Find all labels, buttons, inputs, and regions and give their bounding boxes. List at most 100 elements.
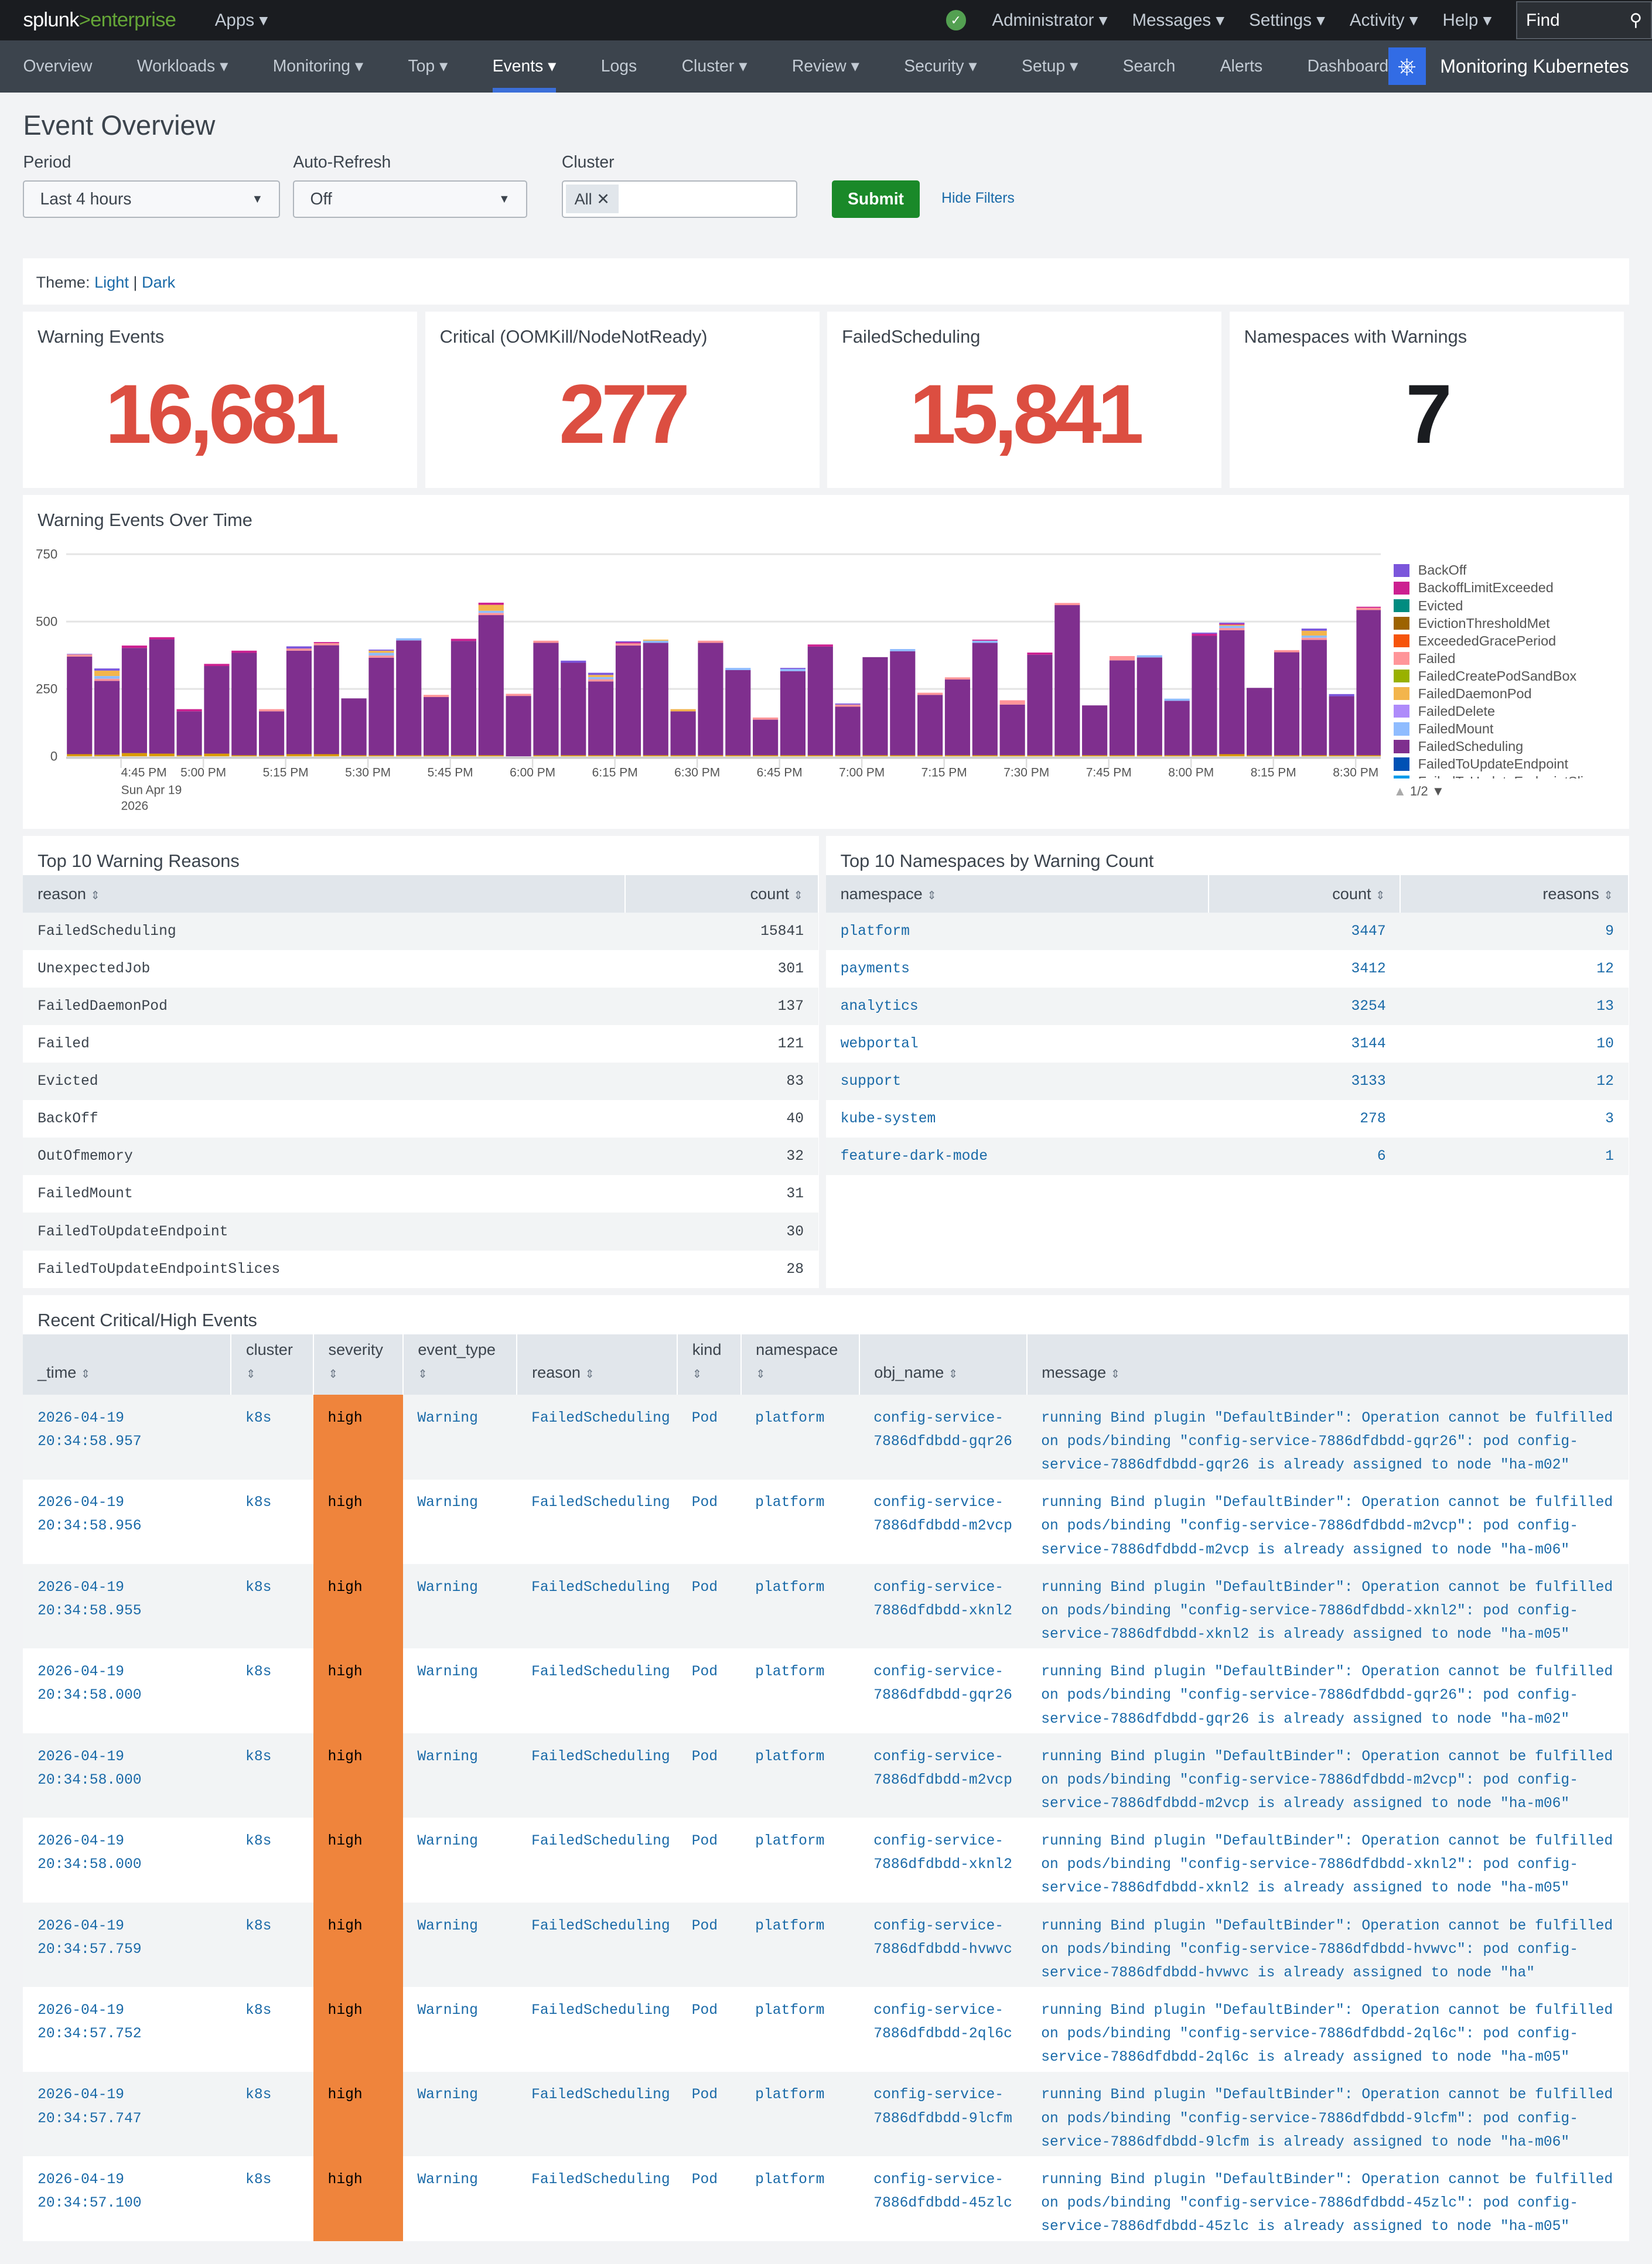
nav-item-review[interactable]: Review ▾ <box>791 57 859 76</box>
sort-icon[interactable]: ⇕ <box>1375 889 1385 902</box>
nav-item-overview[interactable]: Overview <box>23 57 93 76</box>
sort-icon[interactable]: ⇕ <box>692 1367 702 1381</box>
sort-icon[interactable]: ⇕ <box>1603 889 1613 902</box>
cell-reasons[interactable]: 13 <box>1400 988 1629 1026</box>
cell-kind[interactable]: Pod <box>677 1733 741 1818</box>
cell-objname[interactable]: config-service-7886dfdbdd-9lcfm <box>859 2071 1027 2157</box>
cell-objname[interactable]: config-service-7886dfdbdd-m2vcp <box>873 1494 1012 1535</box>
find-input[interactable]: Find ⚲ <box>1516 1 1652 39</box>
cell-cluster[interactable]: k8s <box>245 2002 272 2019</box>
column-header-event_type[interactable]: event_type ⇕ <box>402 1334 518 1395</box>
sort-icon[interactable]: ⇕ <box>418 1367 428 1381</box>
cell-objname[interactable]: config-service-7886dfdbdd-m2vcp <box>859 1733 1027 1818</box>
cell-eventtype[interactable]: Warning <box>417 1494 478 1511</box>
cell-count[interactable]: 278 <box>1360 1111 1386 1128</box>
cell-eventtype[interactable]: Warning <box>417 1664 478 1681</box>
cell-cluster[interactable]: k8s <box>231 1564 313 1649</box>
cell-cluster[interactable]: k8s <box>245 1494 272 1511</box>
single-value-number[interactable]: 277 <box>559 368 690 462</box>
column-header-reason[interactable]: reason ⇕ <box>23 875 626 913</box>
period-dropdown[interactable]: Last 4 hours ▼ <box>23 180 281 218</box>
cell-objname[interactable]: config-service-7886dfdbdd-gqr26 <box>873 1664 1012 1704</box>
column-header-kind[interactable]: kind ⇕ <box>677 1334 742 1395</box>
legend-item[interactable]: Failed <box>1393 650 1610 667</box>
nav-item-search[interactable]: Search <box>1122 57 1176 76</box>
cell-kind[interactable]: Pod <box>691 2002 718 2019</box>
cell-namespace[interactable]: platform <box>755 2002 825 2019</box>
messages-menu[interactable]: Messages ▾ <box>1132 11 1225 30</box>
cell-reason[interactable]: FailedScheduling <box>531 1833 670 1850</box>
sort-icon[interactable]: ⇕ <box>927 889 937 902</box>
activity-menu[interactable]: Activity ▾ <box>1349 11 1418 30</box>
cell-eventtype[interactable]: Warning <box>402 1395 517 1480</box>
cell-kind[interactable]: Pod <box>677 1395 741 1480</box>
cell-reasons[interactable]: 10 <box>1596 1036 1614 1053</box>
sort-icon[interactable]: ⇕ <box>1110 1367 1121 1381</box>
nav-item-dashboards[interactable]: Dashboards <box>1307 57 1397 76</box>
column-header-reason[interactable]: reason ⇕ <box>517 1334 678 1395</box>
cell-namespace[interactable]: platform <box>740 1902 859 1988</box>
cell-count[interactable]: 3412 <box>1351 960 1386 977</box>
cell-eventtype[interactable]: Warning <box>417 1833 478 1850</box>
cell-reason[interactable]: FailedScheduling <box>517 1395 678 1480</box>
column-header-severity[interactable]: severity ⇕ <box>313 1334 404 1395</box>
cell-kind[interactable]: Pod <box>691 1833 718 1850</box>
column-header-message[interactable]: message ⇕ <box>1026 1334 1630 1395</box>
legend-item[interactable]: BackoffLimitExceeded <box>1393 579 1610 597</box>
cell-reasons[interactable]: 1 <box>1400 1138 1629 1176</box>
administrator-menu[interactable]: Administrator ▾ <box>992 11 1108 30</box>
legend-item[interactable]: FailedDaemonPod <box>1393 685 1610 702</box>
nav-item-setup[interactable]: Setup ▾ <box>1022 57 1078 76</box>
cell-namespace[interactable]: platform <box>740 2071 859 2157</box>
single-value-number[interactable]: 7 <box>1405 368 1452 462</box>
cell-kind[interactable]: Pod <box>677 2071 741 2157</box>
cell-namespace[interactable]: platform <box>825 912 1209 950</box>
legend-item[interactable]: Evicted <box>1393 597 1610 614</box>
sort-icon[interactable]: ⇕ <box>585 1367 595 1381</box>
cell-reasons[interactable]: 9 <box>1400 912 1629 950</box>
column-header-_time[interactable]: _time ⇕ <box>23 1334 232 1395</box>
legend-prev-icon[interactable]: ▲ <box>1393 784 1407 799</box>
legend-item[interactable]: FailedScheduling <box>1393 737 1610 755</box>
search-icon[interactable]: ⚲ <box>1629 11 1643 30</box>
sort-icon[interactable]: ⇕ <box>246 1367 256 1381</box>
cell-cluster[interactable]: k8s <box>245 2171 272 2188</box>
cluster-multiselect[interactable]: All ✕ <box>561 180 797 218</box>
nav-item-top[interactable]: Top ▾ <box>408 57 448 76</box>
cell-reason[interactable]: FailedScheduling <box>517 1564 678 1649</box>
sort-icon[interactable]: ⇕ <box>756 1367 766 1381</box>
legend-item[interactable]: BackOff <box>1393 562 1610 579</box>
cell-eventtype[interactable]: Warning <box>402 2071 517 2157</box>
cell-eventtype[interactable]: Warning <box>402 1733 517 1818</box>
cell-time[interactable]: 2026-04-19 20:34:58.000 <box>37 1833 142 1873</box>
single-value-number[interactable]: 15,841 <box>909 368 1144 462</box>
cell-reasons[interactable]: 12 <box>1596 960 1614 977</box>
submit-button[interactable]: Submit <box>831 180 920 218</box>
health-check-icon[interactable]: ✓ <box>946 10 967 30</box>
cell-time[interactable]: 2026-04-19 20:34:58.000 <box>37 1664 142 1704</box>
cell-objname[interactable]: config-service-7886dfdbdd-45zlc <box>873 2171 1012 2211</box>
nav-item-alerts[interactable]: Alerts <box>1220 57 1263 76</box>
sort-icon[interactable]: ⇕ <box>328 1367 339 1381</box>
cell-reason[interactable]: FailedScheduling <box>531 1664 670 1681</box>
column-header-reasons[interactable]: reasons ⇕ <box>1400 875 1629 913</box>
cell-kind[interactable]: Pod <box>691 1494 718 1511</box>
theme-light-link[interactable]: Light <box>94 272 129 291</box>
column-header-count[interactable]: count ⇕ <box>1208 875 1401 913</box>
cell-namespace[interactable]: payments <box>840 960 910 977</box>
cell-kind[interactable]: Pod <box>677 1564 741 1649</box>
cell-cluster[interactable]: k8s <box>245 1664 272 1681</box>
cell-time[interactable]: 2026-04-19 20:34:58.956 <box>37 1494 142 1535</box>
auto-refresh-dropdown[interactable]: Off ▼ <box>293 180 527 218</box>
cell-kind[interactable]: Pod <box>677 1902 741 1988</box>
cell-time[interactable]: 2026-04-19 20:34:57.759 <box>23 1902 231 1988</box>
cell-objname[interactable]: config-service-7886dfdbdd-2ql6c <box>873 2002 1012 2043</box>
nav-item-cluster[interactable]: Cluster ▾ <box>681 57 748 76</box>
cell-reason[interactable]: FailedScheduling <box>531 2171 670 2188</box>
cell-time[interactable]: 2026-04-19 20:34:58.000 <box>23 1733 231 1818</box>
cell-kind[interactable]: Pod <box>691 1664 718 1681</box>
single-value-number[interactable]: 16,681 <box>105 368 339 462</box>
cell-time[interactable]: 2026-04-19 20:34:58.955 <box>23 1564 231 1649</box>
cell-objname[interactable]: config-service-7886dfdbdd-hvwvc <box>859 1902 1027 1988</box>
nav-item-logs[interactable]: Logs <box>600 57 637 76</box>
